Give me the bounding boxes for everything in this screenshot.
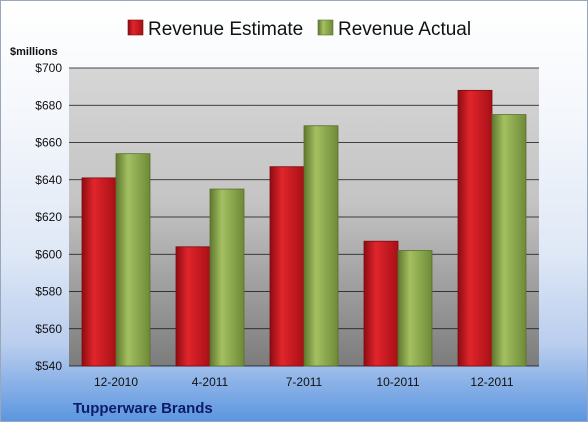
- legend-label-actual: Revenue Actual: [338, 19, 471, 40]
- y-tick-label: $680: [35, 98, 62, 112]
- bar-revenue-actual: [397, 250, 433, 367]
- x-axis-ticks: 12-2010 4-2011 7-2011 10-2011 12-2011: [94, 375, 514, 389]
- legend: Revenue Estimate Revenue Actual: [127, 19, 471, 40]
- y-tick-label: $660: [35, 136, 62, 150]
- bar-revenue-actual: [303, 125, 339, 367]
- y-tick-label: $700: [35, 61, 62, 75]
- legend-label-estimate: Revenue Estimate: [148, 19, 303, 40]
- x-tick-label: 10-2011: [376, 375, 419, 389]
- bar-revenue-estimate: [81, 177, 117, 367]
- bar-revenue-estimate: [363, 240, 399, 367]
- bar-revenue-estimate: [175, 246, 211, 367]
- x-tick-label: 12-2011: [470, 375, 513, 389]
- bar-revenue-actual: [209, 188, 245, 367]
- legend-swatch-actual: [317, 19, 334, 36]
- company-caption: Tupperware Brands: [73, 400, 213, 417]
- y-tick-label: $560: [35, 322, 62, 336]
- legend-swatch-estimate: [127, 19, 144, 36]
- bar-revenue-estimate: [269, 166, 305, 367]
- y-axis-ticks: $540 $560 $580 $600 $620 $640 $660 $680 $700: [35, 61, 62, 373]
- x-tick-label: 7-2011: [286, 375, 323, 389]
- x-tick-label: 12-2010: [94, 375, 138, 389]
- y-tick-label: $580: [35, 285, 62, 299]
- bar-revenue-actual: [491, 114, 527, 367]
- y-tick-label: $640: [35, 173, 62, 187]
- y-tick-label: $600: [35, 247, 62, 261]
- y-tick-label: $540: [35, 359, 62, 373]
- bars: [81, 89, 527, 367]
- x-tick-label: 4-2011: [192, 375, 229, 389]
- bar-revenue-actual: [115, 153, 151, 367]
- y-unit-label: $millions: [10, 46, 58, 58]
- y-tick-label: $620: [35, 210, 62, 224]
- bar-revenue-estimate: [457, 89, 493, 367]
